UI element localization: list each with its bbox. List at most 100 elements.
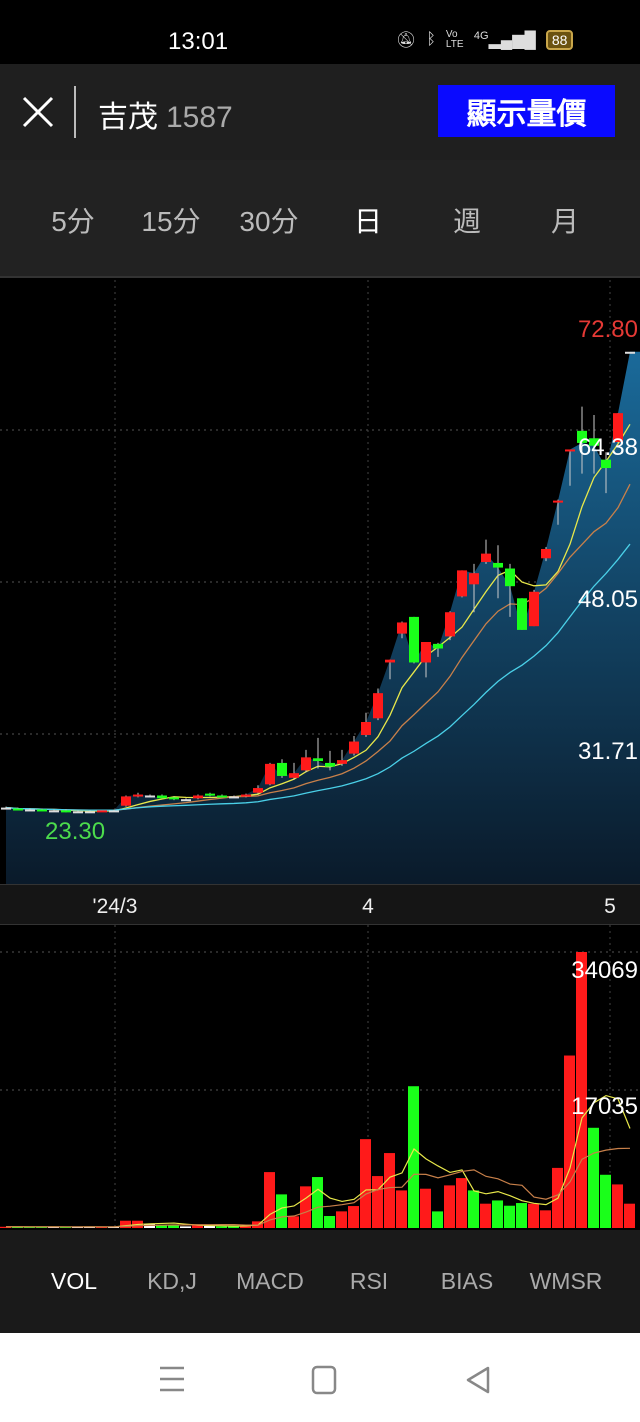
candle-body [145,795,155,798]
candle [217,794,227,798]
volume-bar [564,1055,575,1228]
candle [97,810,107,813]
candle [25,808,35,812]
volte-icon: Vo LTE [445,29,464,50]
candle-body [133,794,143,797]
indicator-tabs: VOL KD,J MACD RSI BIAS WMSR [0,1230,640,1333]
candle-body [421,642,431,663]
candle-body [277,762,287,776]
candle-body [37,809,47,812]
candle-body [397,622,407,634]
recent-apps-icon[interactable] [158,1365,186,1393]
candle [241,793,251,798]
home-icon[interactable] [311,1365,337,1395]
candle-body [169,797,179,800]
tab-5min[interactable]: 5分 [51,206,95,237]
candle-body [529,591,539,627]
candle [481,539,491,564]
candle-body [313,758,323,762]
grid-price-label: 31.71 [577,738,638,765]
candle-body [493,562,503,568]
signal-icon: 4G▂▄▆█ [473,30,536,49]
volume-bar [624,1203,635,1228]
volume-bar [228,1226,239,1228]
candle [337,749,347,766]
volume-bar [312,1177,323,1228]
candle [493,545,503,599]
candle-body [73,811,83,814]
candle [229,795,239,799]
close-icon[interactable] [20,94,56,130]
candle [529,589,539,627]
candle [193,794,203,800]
candle [37,808,47,812]
volume-bar [468,1190,479,1228]
candle-body [301,757,311,771]
period-tabs: 5分 15分 30分 日 週 月 [0,160,640,278]
candle [61,809,71,813]
candle [385,659,395,680]
date-label: '24/3 [92,895,138,918]
volume-bar [204,1225,215,1228]
clock: 13:01 [168,28,229,55]
volume-bar [456,1178,467,1228]
candle [265,762,275,786]
volume-bar [600,1174,611,1228]
candle [373,688,383,721]
volume-bar [516,1203,527,1228]
candle [109,809,119,813]
candle-body [469,573,479,585]
candle-body [121,796,131,806]
volume-bar [60,1227,71,1228]
system-nav-bar [0,1333,640,1422]
tab-week[interactable]: 週 [452,206,482,237]
candle [181,798,191,802]
tab-kdj[interactable]: KD,J [147,1268,197,1294]
tab-month[interactable]: 月 [550,206,580,237]
volume-max-label: 34069 [571,957,638,984]
candle [145,794,155,798]
back-icon[interactable] [464,1365,492,1395]
candle-body [49,810,59,813]
divider [74,86,76,138]
volume-bar [180,1226,191,1228]
candlestick-chart [0,280,640,884]
tab-day[interactable]: 日 [353,206,383,237]
candle [205,792,215,797]
candle [469,563,479,613]
candle-body [517,598,527,630]
tab-vol[interactable]: VOL [50,1268,98,1294]
candle-body [625,351,635,354]
candle [313,737,323,769]
candle-body [613,413,623,442]
candle [397,621,407,639]
candle [457,570,467,598]
candle [421,642,431,678]
candle-body [589,438,599,446]
candle-body [241,794,251,797]
candle [613,413,623,443]
volume-bar [612,1184,623,1228]
volume-bar [0,1226,11,1228]
candle-body [325,762,335,767]
volume-bar [24,1227,35,1228]
tab-wmsr[interactable]: WMSR [529,1268,603,1294]
tab-15min[interactable]: 15分 [141,206,201,237]
show-volume-price-button[interactable]: 顯示量價 [438,85,615,137]
tab-bias[interactable]: BIAS [440,1268,494,1294]
volume-bar [480,1203,491,1228]
tab-rsi[interactable]: RSI [349,1268,389,1294]
volume-bar [300,1186,311,1228]
volume-bar [396,1190,407,1228]
price-chart[interactable]: 72.80 64.38 48.05 31.71 23.30 [0,280,640,884]
volume-bars [0,925,640,1230]
volume-chart[interactable]: 34069 17035 [0,925,640,1230]
status-bar: 13:01 🔕︎ ᛒ Vo LTE 4G▂▄▆█ 88 [0,0,640,64]
tab-macd[interactable]: MACD [236,1268,304,1294]
candle [553,499,563,525]
tab-30min[interactable]: 30分 [239,206,299,237]
candle [625,351,635,354]
volume-bar [372,1176,383,1228]
battery-icon: 88 [545,30,574,50]
volume-bar [504,1205,515,1228]
